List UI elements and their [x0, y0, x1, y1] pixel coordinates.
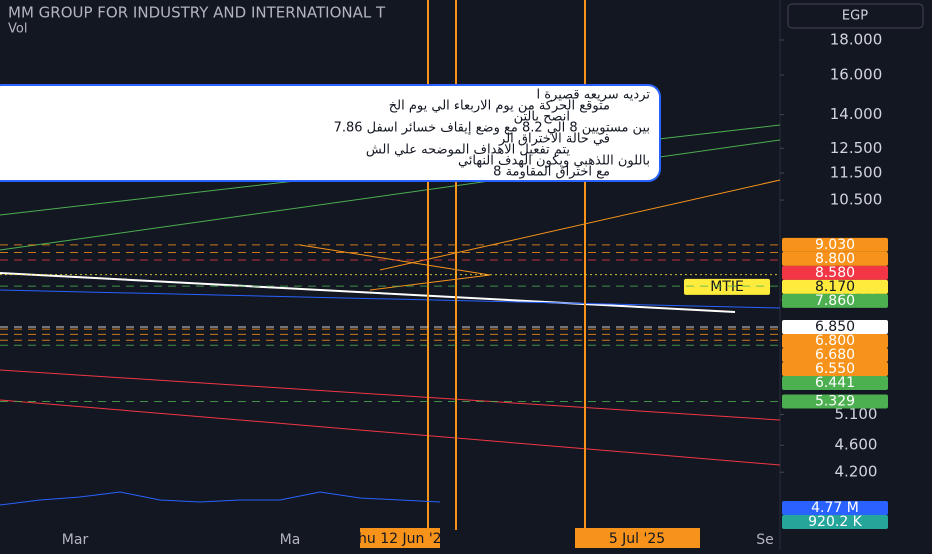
volume-badge-label: 920.2 K: [808, 514, 863, 530]
y-tick-label: 16.000: [830, 65, 883, 83]
price-badge: [782, 333, 888, 348]
y-tick-label: 14.000: [830, 105, 883, 123]
currency-button[interactable]: [787, 3, 924, 29]
y-tick-label: 10.500: [830, 191, 883, 209]
y-tick-label: 5.100: [835, 405, 878, 423]
trend-line: [0, 369, 781, 421]
volume-badge-label: 4.77 M: [811, 500, 859, 516]
currency-label[interactable]: EGP: [842, 9, 868, 24]
y-tick-label: 12.500: [830, 139, 883, 157]
price-badge: [782, 375, 888, 390]
volume-badge: [782, 501, 888, 515]
price-badge-label: 6.850: [815, 319, 855, 335]
annotation-line: انصح بالتن: [514, 110, 570, 125]
price-badge: [782, 361, 888, 376]
annotation-box: [0, 84, 661, 182]
price-badge: [782, 265, 888, 280]
volume-ma-line: [0, 491, 441, 506]
price-badge-label: 9.030: [815, 237, 855, 253]
y-tick-label: 18.000: [830, 31, 883, 49]
price-badge-label: 7.860: [815, 293, 855, 309]
annotation-line: مع اختراق المقاومة 8: [493, 165, 610, 180]
time-marker-label: Thu 12 Jun '25: [348, 531, 450, 547]
y-tick-label: 11.500: [830, 164, 883, 182]
price-badge-label: 6.550: [815, 361, 855, 377]
annotation-line: متوقع الحركة من يوم الاربعاء الي يوم الخ: [389, 99, 610, 114]
annotation-line: بين مستويين 8 الي 8.2 مع وضع إيقاف خسائر…: [334, 121, 650, 136]
price-badge: [782, 347, 888, 362]
price-badge: [782, 394, 888, 409]
time-marker-badge: [575, 528, 700, 548]
price-badge: [782, 237, 888, 252]
time-marker-label: 5 Jul '25: [609, 531, 665, 547]
price-badge-label: 6.680: [815, 347, 855, 363]
price-badge-label: 6.441: [815, 375, 855, 391]
price-badge-label: 8.800: [815, 251, 855, 267]
annotation-line: يتم تفعيل الاهداف الموضحه علي الش: [366, 143, 571, 158]
symbol-badge: [684, 278, 770, 295]
volume-badge: [782, 515, 888, 529]
y-tick-label: 4.200: [835, 463, 878, 481]
symbol-badge-label: MTIE: [710, 279, 744, 295]
annotation-line: ترديه سريعه قصيرة ا: [537, 88, 651, 103]
price-badge-label: 5.329: [815, 394, 855, 410]
price-badge-label: 8.580: [815, 265, 855, 281]
annotation-line: باللون اللذهبي ويكون الهدف النهائي: [458, 154, 650, 169]
symbol-title: MM GROUP FOR INDUSTRY AND INTERNATIONAL …: [8, 4, 386, 22]
price-badge: [782, 293, 888, 308]
price-badge: [782, 251, 888, 266]
price-badge: [782, 279, 888, 294]
trend-line: [0, 399, 781, 466]
price-badge: [782, 319, 888, 334]
y-tick-label: 4.600: [835, 436, 878, 454]
time-marker-badge: [360, 528, 440, 548]
price-badge-label: 8.170: [815, 279, 855, 295]
x-tick-label: Ma: [280, 532, 301, 548]
x-tick-label: Se: [756, 532, 774, 548]
price-badge-label: 6.800: [815, 333, 855, 349]
x-tick-label: Mar: [62, 532, 89, 548]
trend-line: [379, 179, 781, 271]
volume-label: Vol: [8, 22, 27, 37]
annotation-line: في حالة الاختراق الر: [498, 132, 610, 147]
trend-line: [0, 289, 781, 309]
trend-line: [0, 272, 736, 313]
